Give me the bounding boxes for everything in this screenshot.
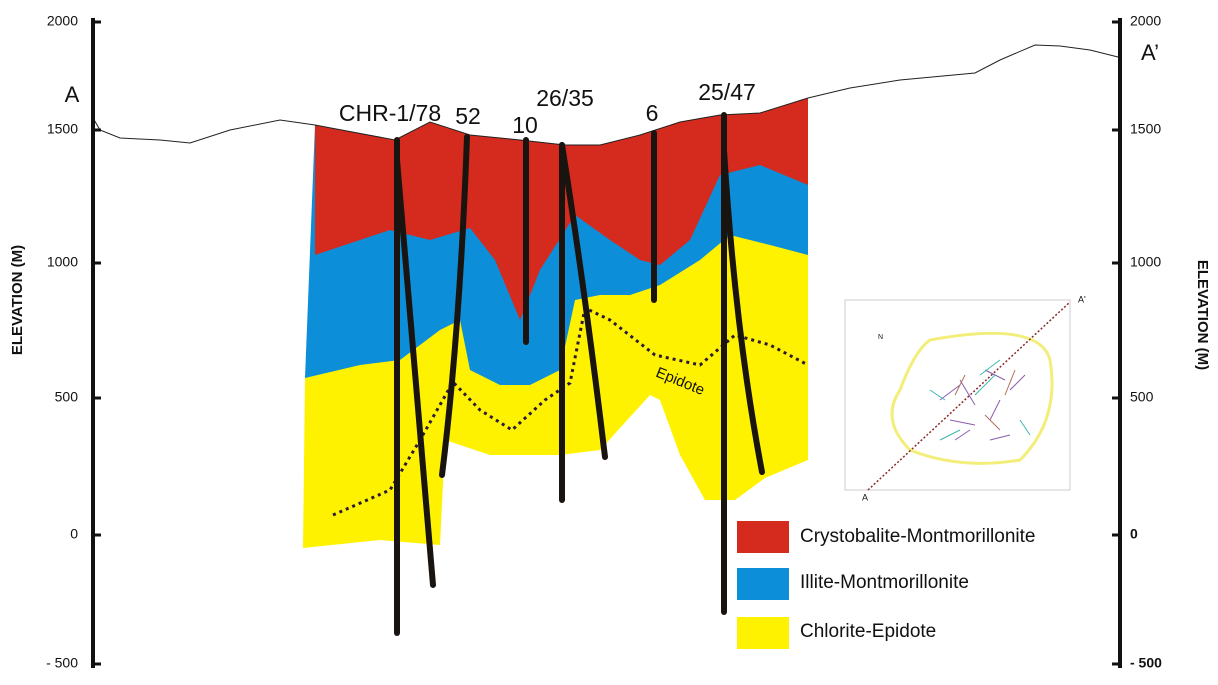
well-trace [559,142,608,460]
tick-label: 500 [55,389,79,405]
well-label: CHR-1/78 [339,100,441,126]
inset-label: A [862,492,868,502]
section-end: A’ [1141,40,1159,65]
legend-label: Crystobalite-Montmorillonite [800,526,1035,547]
tick-label: 1000 [1130,254,1161,270]
well-label: 6 [646,100,659,126]
inset-frame [844,299,1071,491]
section-start: A [65,82,80,107]
tick-label: 1000 [47,254,78,270]
well-trace [721,147,765,475]
inset-section-line [867,301,1071,491]
wells [394,112,765,636]
tick-label: 2000 [1130,13,1161,29]
legend-swatch [737,521,789,553]
inset-boundary [890,331,1054,465]
tick-label: 500 [1130,389,1154,405]
topography [92,44,1119,146]
well-label: 10 [512,112,538,138]
ticks: 2000 1500 1000 500 0 - 500 2000 1500 1000 500 0 - 5… [46,13,1162,671]
tick-label: 0 [1130,526,1138,542]
tick-label: 1500 [47,121,78,137]
well-label: 25/47 [698,79,756,105]
tick-label: 2000 [47,13,78,29]
well-trace [394,157,436,588]
legend-label: Chlorite-Epidote [800,621,936,642]
legend-label: Illite-Montmorillonite [800,572,969,593]
inset-label: A' [1078,294,1086,304]
inset-map: A' A N [844,294,1086,502]
well-label: 52 [455,103,481,129]
tick-label: 1500 [1130,121,1161,137]
legend-swatch [737,568,789,600]
inset-wells [929,359,1031,441]
legend-swatch [737,617,789,649]
tick-label: - 500 [46,655,78,671]
tick-label: - 500 [1130,655,1162,671]
right-axis-title: ELEVATION (M) [1194,260,1211,370]
well-trace [439,134,470,478]
inset-north: N [878,334,883,341]
left-axis-title: ELEVATION (M) [9,245,26,355]
tick-label: 0 [70,526,78,542]
well-label: 26/35 [536,85,594,111]
